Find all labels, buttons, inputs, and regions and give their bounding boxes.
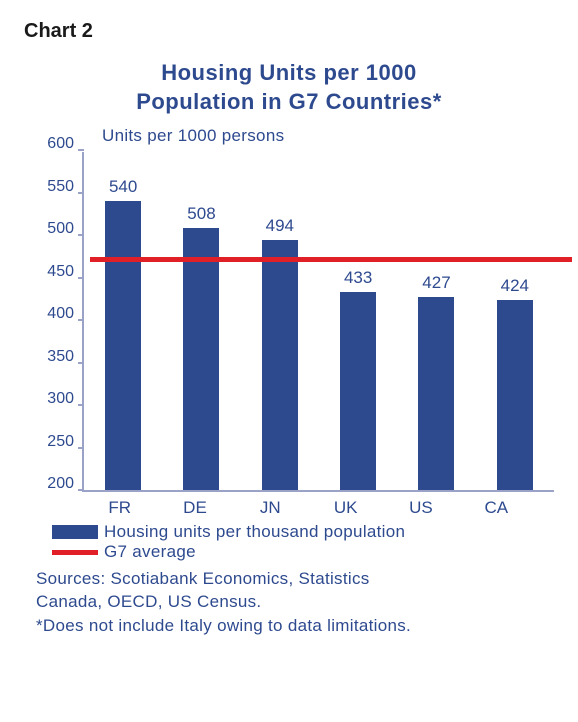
bar-column: 508 xyxy=(164,152,239,490)
x-tick-label: FR xyxy=(82,498,157,518)
x-axis: FRDEJNUKUSCA xyxy=(82,498,534,518)
title-line-2: Population in G7 Countries* xyxy=(136,89,442,114)
legend: Housing units per thousand populationG7 … xyxy=(52,522,554,562)
y-axis-unit-label: Units per 1000 persons xyxy=(102,126,554,146)
sources-text: Sources: Scotiabank Economics, Statistic… xyxy=(36,568,554,614)
bar-value-label: 540 xyxy=(109,177,137,197)
x-tick-label: DE xyxy=(157,498,232,518)
bar-column: 433 xyxy=(320,152,395,490)
x-tick-label: CA xyxy=(459,498,534,518)
bar-column: 494 xyxy=(242,152,317,490)
legend-swatch-bar xyxy=(52,525,98,539)
bar-value-label: 508 xyxy=(187,204,215,224)
plot-area: 600550500450400350300250200 540 508 494 433… xyxy=(34,152,554,492)
x-tick-label: UK xyxy=(308,498,383,518)
sources-line-1: Sources: Scotiabank Economics, Statistic… xyxy=(36,569,370,588)
chart-title: Housing Units per 1000 Population in G7 … xyxy=(24,59,554,116)
legend-label: G7 average xyxy=(104,542,196,562)
y-axis: 600550500450400350300250200 xyxy=(34,152,82,492)
chart-label: Chart 2 xyxy=(24,20,554,43)
legend-item: G7 average xyxy=(52,542,554,562)
legend-label: Housing units per thousand population xyxy=(104,522,405,542)
x-tick-label: US xyxy=(383,498,458,518)
bar xyxy=(418,297,454,490)
bar-value-label: 433 xyxy=(344,268,372,288)
bar xyxy=(183,228,219,490)
x-tick-label: JN xyxy=(233,498,308,518)
bar-column: 424 xyxy=(477,152,552,490)
bar-value-label: 427 xyxy=(422,273,450,293)
bar-value-label: 424 xyxy=(501,276,529,296)
g7-average-line xyxy=(90,257,572,262)
bar-column: 540 xyxy=(86,152,161,490)
bar xyxy=(497,300,533,490)
footnote: *Does not include Italy owing to data li… xyxy=(36,616,554,636)
bar xyxy=(262,240,298,490)
bars-container: 540 508 494 433 427 424 xyxy=(84,152,554,490)
bar xyxy=(105,201,141,490)
title-line-1: Housing Units per 1000 xyxy=(161,60,417,85)
bar-column: 427 xyxy=(399,152,474,490)
bar-value-label: 494 xyxy=(266,216,294,236)
legend-swatch-line xyxy=(52,550,98,555)
sources-line-2: Canada, OECD, US Census. xyxy=(36,592,261,611)
y-tick-mark xyxy=(78,149,84,151)
legend-item: Housing units per thousand population xyxy=(52,522,554,542)
plot: 540 508 494 433 427 424 xyxy=(82,152,554,492)
bar xyxy=(340,292,376,490)
